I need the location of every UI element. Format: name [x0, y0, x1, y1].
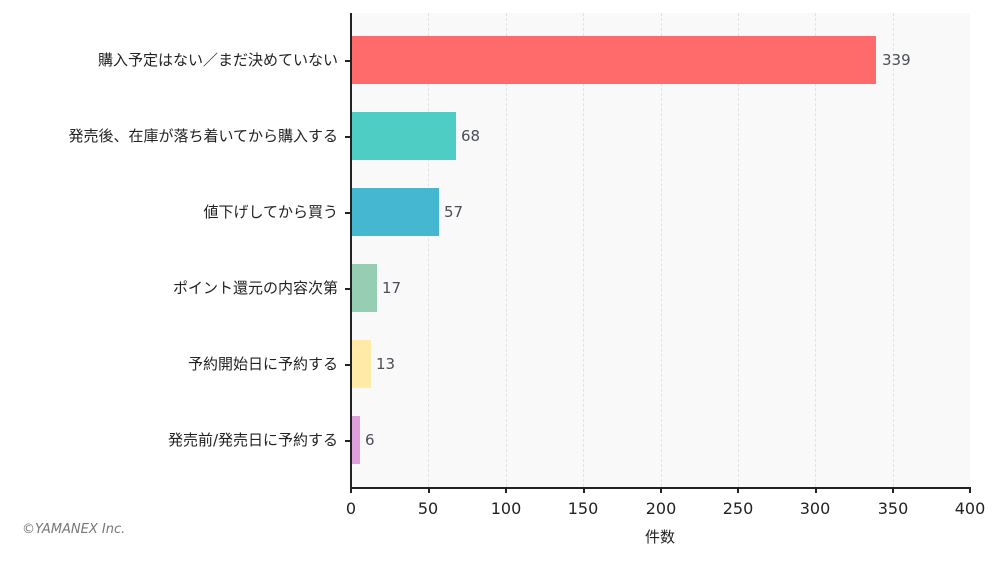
y-tick: [345, 60, 350, 62]
x-tick-label: 0: [345, 499, 357, 518]
y-tick: [345, 288, 350, 290]
bar-reserve-before-release: [351, 416, 360, 464]
x-tick: [737, 488, 739, 493]
x-tick: [350, 488, 352, 493]
x-tick-label: 350: [877, 499, 909, 518]
category-label: ポイント還元の内容次第: [172, 279, 338, 297]
y-tick: [345, 212, 350, 214]
y-axis-line: [350, 13, 352, 488]
y-tick: [345, 364, 350, 366]
gridline: [583, 13, 584, 487]
x-tick: [583, 488, 585, 493]
x-tick: [505, 488, 507, 493]
bar-point-rewards: [351, 264, 377, 312]
x-tick-label: 50: [417, 499, 439, 518]
value-label: 339: [882, 51, 911, 69]
category-label: 発売前/発売日に予約する: [167, 431, 338, 449]
gridline: [428, 13, 429, 487]
bar-no-plan: [351, 36, 876, 84]
x-axis-title: 件数: [644, 528, 675, 546]
category-label: 値下げしてから買う: [203, 203, 338, 221]
copyright-text: ©YAMANEX Inc.: [22, 522, 126, 537]
x-tick: [428, 488, 430, 493]
x-tick: [892, 488, 894, 493]
gridline: [661, 13, 662, 487]
value-label: 6: [365, 431, 375, 449]
x-axis-line: [350, 487, 971, 489]
value-label: 13: [376, 355, 396, 373]
x-tick: [660, 488, 662, 493]
value-label: 17: [382, 279, 402, 297]
y-tick: [345, 440, 350, 442]
category-label: 発売後、在庫が落ち着いてから購入する: [68, 127, 338, 145]
y-tick: [345, 136, 350, 138]
gridline: [738, 13, 739, 487]
value-label: 57: [444, 203, 464, 221]
x-tick-label: 400: [954, 499, 986, 518]
x-tick-label: 300: [799, 499, 831, 518]
x-tick-label: 200: [645, 499, 677, 518]
x-tick-label: 250: [722, 499, 754, 518]
category-label: 購入予定はない／まだ決めていない: [97, 51, 338, 69]
value-label: 68: [461, 127, 481, 145]
gridline: [506, 13, 507, 487]
category-label: 予約開始日に予約する: [187, 355, 338, 373]
x-tick: [969, 488, 971, 493]
bar-after-stock-settles: [351, 112, 456, 160]
plot-area: [351, 13, 970, 487]
bar-after-price-drop: [351, 188, 439, 236]
x-tick-label: 100: [490, 499, 522, 518]
x-tick: [815, 488, 817, 493]
x-tick-label: 150: [567, 499, 599, 518]
gridline: [815, 13, 816, 487]
gridline: [893, 13, 894, 487]
bar-reserve-on-open-day: [351, 340, 371, 388]
